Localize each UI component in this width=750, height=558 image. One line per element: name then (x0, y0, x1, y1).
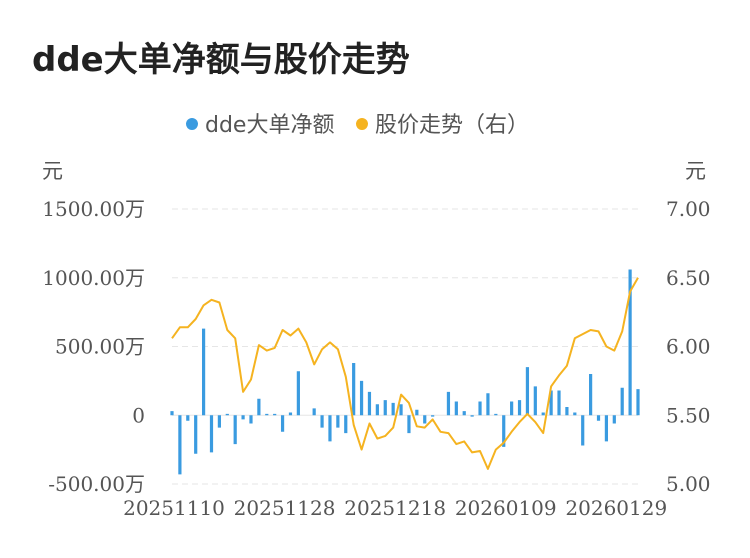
dde-bar (541, 412, 545, 416)
dde-bar (478, 401, 482, 416)
dde-bar (178, 415, 182, 475)
dde-bar (596, 415, 601, 421)
x-tick-label: 20260109 (455, 496, 557, 520)
dde-bar (170, 411, 174, 416)
dde-bar (312, 408, 316, 416)
dde-bar (423, 415, 427, 424)
dde-bar (494, 413, 498, 416)
dde-bar (431, 415, 435, 417)
dde-bar (265, 413, 269, 416)
dde-bar (273, 413, 277, 416)
dde-bar (217, 415, 221, 428)
dde-bar (502, 415, 506, 447)
y-left-tick-label: 500.00万 (55, 335, 145, 359)
dde-bar (344, 415, 348, 434)
dde-bar (407, 415, 411, 434)
dde-bar (549, 390, 553, 416)
dde-bar (510, 401, 514, 416)
dde-bar (415, 409, 419, 416)
dde-bar (352, 363, 356, 416)
dde-bar (573, 412, 577, 416)
dde-bar (249, 415, 253, 424)
dde-bar (288, 412, 293, 416)
dde-bar (399, 404, 403, 416)
dde-bar (604, 415, 609, 442)
dde-bar (328, 415, 332, 442)
y-left-tick-label: 1000.00万 (42, 266, 145, 290)
dde-bar (367, 391, 372, 416)
dde-bar (517, 400, 522, 416)
dde-bar (359, 380, 364, 416)
y-left-tick-label: -500.00万 (48, 472, 145, 496)
dde-bar (194, 415, 198, 454)
dde-bar (636, 389, 640, 416)
price-line (171, 277, 639, 470)
y-right-tick-label: 5.50 (666, 403, 711, 427)
dde-bar (241, 415, 245, 420)
dde-bar (296, 371, 300, 416)
y-right-tick-label: 5.00 (666, 472, 711, 496)
dde-bar (383, 400, 387, 416)
dde-bar (612, 415, 616, 424)
dde-bar (533, 386, 537, 416)
legend-marker (356, 118, 368, 130)
y-right-tick-label: 7.00 (666, 197, 711, 221)
dde-bar (225, 413, 229, 416)
dde-bar (454, 401, 458, 416)
dde-bar (233, 415, 237, 445)
x-tick-label: 20251128 (234, 496, 336, 520)
x-tick-label: 20251110 (123, 496, 225, 520)
dde-bar (620, 387, 624, 416)
dde-bar (280, 415, 285, 432)
x-tick-label: 20260129 (565, 496, 667, 520)
legend-label: dde大单净额 (205, 113, 334, 138)
dde-bar (525, 367, 530, 416)
dde-bar (446, 391, 451, 416)
legend-label: 股价走势（右） (375, 113, 529, 138)
dde-bar (486, 393, 490, 416)
y-left-unit: 元 (42, 159, 63, 183)
y-left-tick-label: 1500.00万 (42, 197, 145, 221)
legend-marker (186, 118, 198, 130)
y-right-unit: 元 (685, 159, 706, 183)
dde-bar (470, 415, 474, 417)
dde-bar (320, 415, 324, 428)
y-right-tick-label: 6.50 (666, 266, 711, 290)
chart-title: dde大单净额与股价走势 (32, 40, 410, 80)
y-right-tick-label: 6.00 (666, 335, 711, 359)
dde-bar (462, 411, 466, 416)
dde-bar (391, 402, 395, 416)
dde-bar (201, 328, 206, 416)
dde-bar (336, 415, 340, 428)
dde-bar (209, 415, 214, 453)
dde-bar (186, 415, 190, 421)
x-tick-label: 20251218 (344, 496, 446, 520)
dde-bar (565, 407, 569, 416)
dde-bar (581, 415, 585, 446)
dde-bar (628, 269, 632, 416)
y-left-tick-label: 0 (132, 403, 145, 427)
dde-bar (375, 404, 379, 416)
dde-bar (589, 374, 593, 416)
dde-bar (557, 390, 561, 416)
dde-bar (257, 398, 261, 416)
